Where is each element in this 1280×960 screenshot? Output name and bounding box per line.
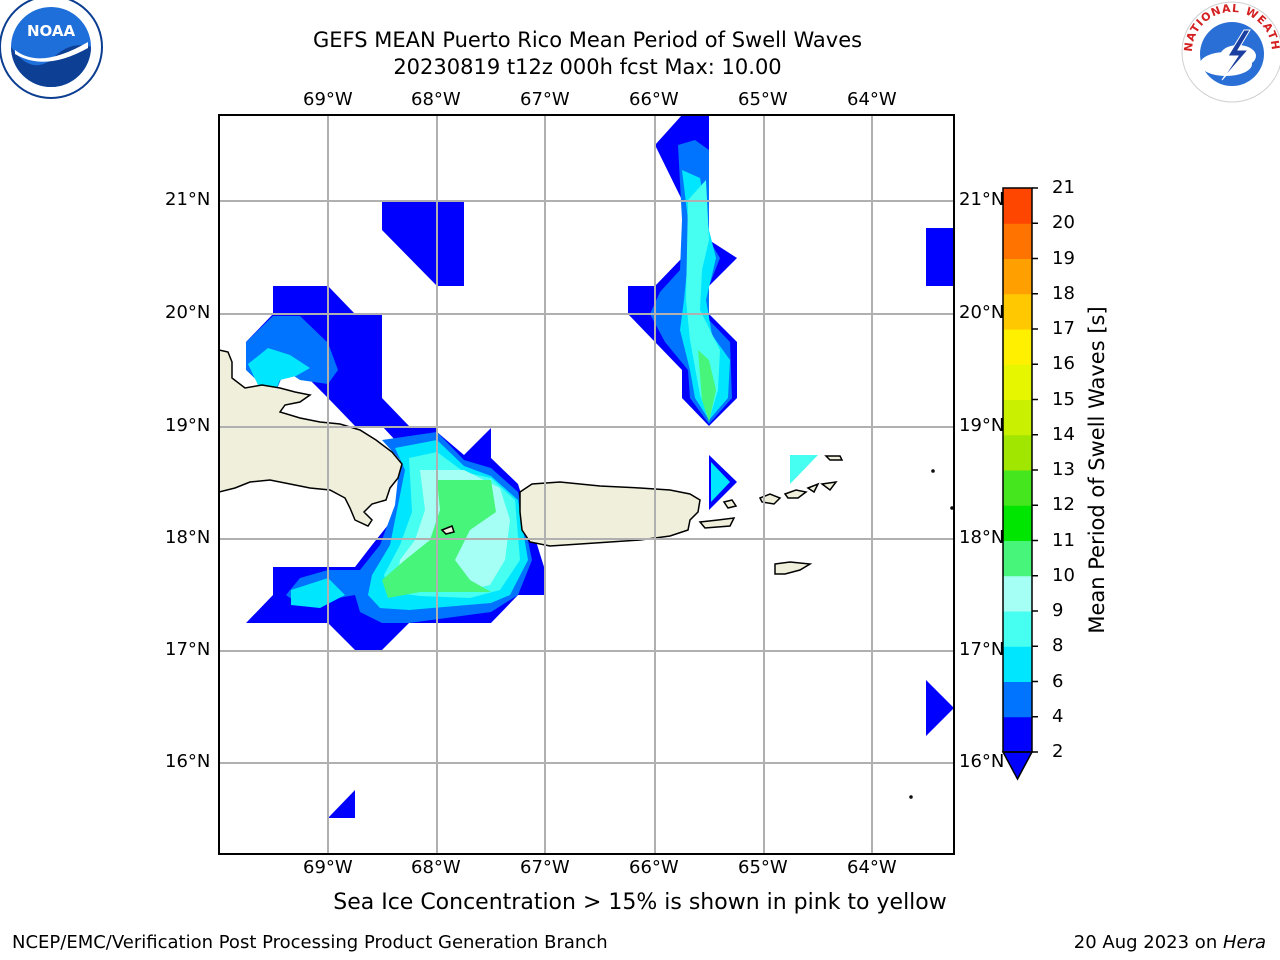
- colorbar-segment: [1003, 223, 1032, 259]
- colorbar-tick-label: 20: [1052, 212, 1075, 234]
- lon-label-bottom: 68°W: [411, 857, 461, 878]
- lat-label-left: 19°N: [165, 415, 211, 436]
- colorbar-segment: [1003, 188, 1032, 224]
- colorbar-segment: [1003, 505, 1032, 541]
- footer-machine: Hera: [1222, 932, 1266, 953]
- lon-label-bottom: 64°W: [847, 857, 897, 878]
- colorbar-tick-label: 10: [1052, 564, 1075, 586]
- lat-label-right: 20°N: [959, 302, 1005, 323]
- colorbar-tick-label: 19: [1052, 247, 1075, 269]
- colorbar-tick-label: 16: [1052, 353, 1075, 375]
- colorbar-segment: [1003, 611, 1032, 647]
- footer-date-text: 20 Aug 2023 on: [1073, 932, 1223, 953]
- swell-contours: [246, 115, 954, 818]
- chart-title: GEFS MEAN Puerto Rico Mean Period of Swe…: [312, 28, 863, 52]
- lon-label-top: 68°W: [411, 89, 461, 110]
- colorbar-tick-label: 4: [1052, 705, 1064, 727]
- noaa-logo-icon: NOAA: [0, 0, 103, 99]
- colorbar-tick-label: 21: [1052, 177, 1075, 198]
- colorbar-segment: [1003, 540, 1032, 577]
- lat-label-right: 19°N: [959, 415, 1005, 436]
- lon-label-top: 64°W: [847, 89, 897, 110]
- lat-label-left: 16°N: [165, 751, 211, 772]
- colorbar-segment: [1003, 434, 1032, 471]
- colorbar-cover: [1003, 188, 1033, 753]
- nws-logo-icon: NATIONAL WEATHER SERVICE: [0, 0, 1280, 103]
- lat-label-left: 20°N: [165, 302, 211, 323]
- nws-logo-text: NATIONAL WEATHER SERVICE: [0, 0, 1280, 52]
- noaa-logo-text: NOAA: [27, 22, 76, 40]
- lon-label-top: 66°W: [629, 89, 679, 110]
- colorbar-tick-label: 18: [1052, 282, 1075, 304]
- colorbar-extend-triangle: [1001, 751, 1034, 781]
- lon-label-top: 65°W: [738, 89, 788, 110]
- lat-label-right: 17°N: [959, 639, 1005, 660]
- sea-ice-note: Sea Ice Concentration > 15% is shown in …: [333, 890, 947, 915]
- colorbar-segment: [1003, 716, 1032, 753]
- lon-label-top: 67°W: [520, 89, 570, 110]
- colorbar-tick-label: 8: [1052, 635, 1064, 657]
- colorbar: [1001, 187, 1038, 781]
- colorbar-segment: [1003, 364, 1032, 400]
- colorbar-tick-label: 6: [1052, 670, 1064, 692]
- lon-label-bottom: 69°W: [303, 857, 353, 878]
- colorbar-segment: [1003, 681, 1032, 718]
- colorbar-tick-label: 9: [1052, 600, 1064, 621]
- colorbar-segment: [1003, 575, 1032, 612]
- lat-label-left: 17°N: [165, 639, 211, 660]
- colorbar-tick-label: 12: [1052, 494, 1075, 516]
- chart-subtitle: 20230819 t12z 000h fcst Max: 10.00: [393, 55, 782, 79]
- lon-label-bottom: 66°W: [629, 857, 679, 878]
- colorbar-segment: [1003, 646, 1032, 682]
- lon-label-bottom: 67°W: [520, 857, 570, 878]
- colorbar-segment: [1003, 258, 1032, 295]
- lat-label-left: 18°N: [165, 527, 211, 548]
- colorbar-tick-label: 13: [1052, 459, 1075, 480]
- colorbar-segment: [1003, 293, 1032, 330]
- footer-credit: NCEP/EMC/Verification Post Processing Pr…: [12, 932, 608, 953]
- colorbar-label: Mean Period of Swell Waves [s]: [1085, 306, 1109, 634]
- colorbar-tick-label: 14: [1052, 423, 1075, 445]
- lon-label-bottom: 65°W: [738, 857, 788, 878]
- gridlines: [219, 115, 954, 854]
- lat-label-right: 21°N: [959, 189, 1005, 210]
- colorbar-segment: [1003, 329, 1032, 365]
- lat-label-right: 16°N: [959, 751, 1005, 772]
- map-border: [218, 114, 955, 855]
- colorbar-segment: [1003, 399, 1032, 436]
- colorbar-tick-label: 2: [1052, 741, 1064, 762]
- lon-label-top: 69°W: [303, 89, 353, 110]
- lat-label-right: 18°N: [959, 527, 1005, 548]
- colorbar-tick-label: 17: [1052, 318, 1075, 339]
- colorbar-tick-label: 11: [1052, 529, 1075, 551]
- footer-date: 20 Aug 2023 on Hera: [1074, 932, 1266, 953]
- colorbar-segment: [1003, 470, 1032, 506]
- lat-label-left: 21°N: [165, 189, 211, 210]
- colorbar-tick-label: 15: [1052, 388, 1075, 410]
- svg-text:NATIONAL WEATHER SERVICE: NATIONAL WEATHER SERVICE: [0, 0, 1280, 52]
